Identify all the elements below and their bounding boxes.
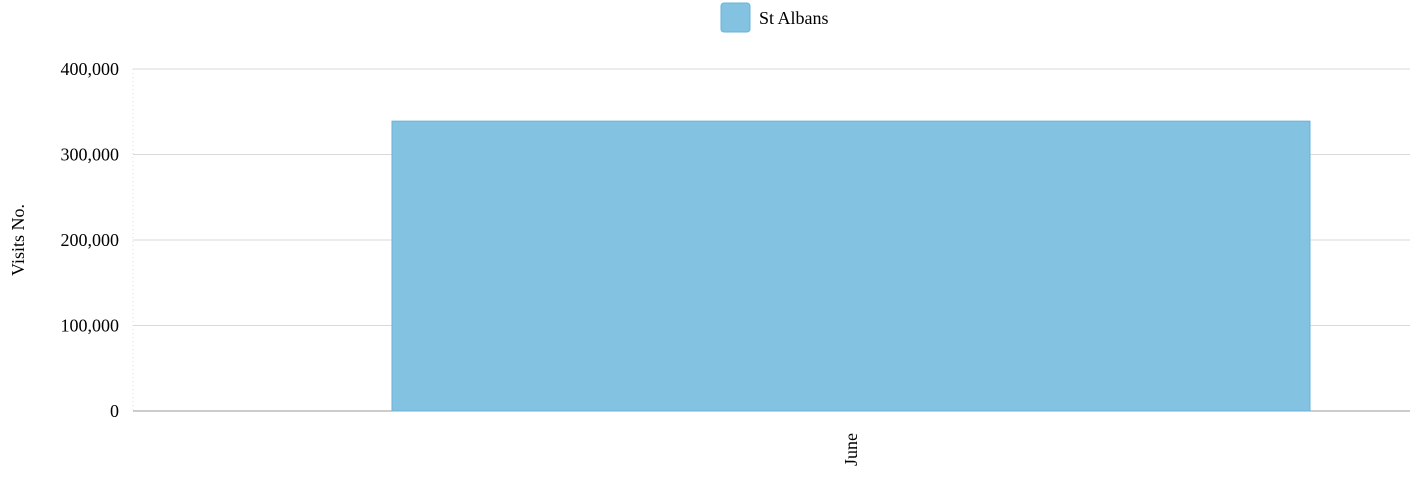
y-tick-label: 0 [110, 401, 119, 421]
y-axis-title: Visits No. [8, 204, 28, 276]
y-axis-ticks: 0 100,000 200,000 300,000 400,000 [61, 59, 120, 421]
x-tick-label: June [841, 433, 861, 466]
bars [391, 120, 1311, 412]
y-tick-label: 400,000 [61, 59, 120, 79]
y-tick-label: 100,000 [61, 316, 120, 336]
legend-swatch-st-albans[interactable] [720, 2, 751, 33]
legend[interactable]: St Albans [720, 2, 829, 33]
y-axis-title-group: Visits No. [8, 204, 28, 276]
legend-label-st-albans[interactable]: St Albans [759, 8, 829, 28]
bar-june[interactable] [391, 120, 1311, 412]
y-tick-label: 200,000 [61, 230, 120, 250]
x-axis-ticks: June [841, 433, 861, 466]
y-tick-label: 300,000 [61, 145, 120, 165]
